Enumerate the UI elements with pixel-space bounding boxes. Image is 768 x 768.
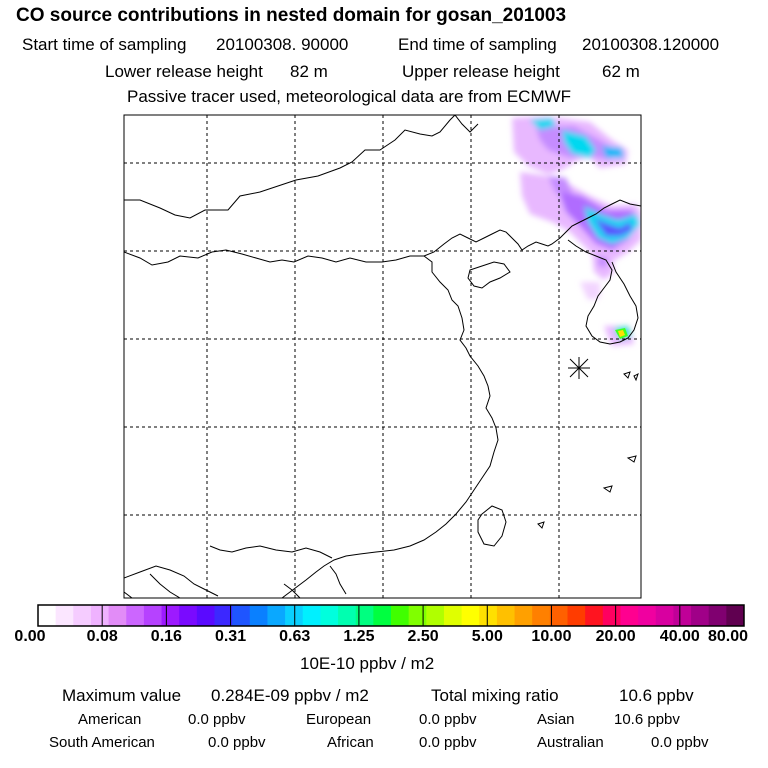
region-name: African bbox=[327, 734, 374, 751]
start-time-label: Start time of sampling bbox=[22, 35, 187, 54]
start-time-value: 20100308. 90000 bbox=[216, 35, 349, 54]
colorbar-tick-label: 0.63 bbox=[279, 628, 311, 645]
region-value: 0.0 ppbv bbox=[419, 734, 477, 751]
colorbar-cell bbox=[267, 605, 286, 626]
colorbar-cell bbox=[655, 605, 674, 626]
colorbar-cell bbox=[461, 605, 480, 626]
colorbar-cell bbox=[179, 605, 198, 626]
colorbar-cell bbox=[373, 605, 392, 626]
colorbar-cell bbox=[232, 605, 251, 626]
total-mixing-label: Total mixing ratio bbox=[431, 686, 559, 705]
colorbar-cell bbox=[196, 605, 215, 626]
region-name: Australian bbox=[537, 734, 604, 751]
region-name: American bbox=[78, 711, 142, 728]
colorbar-cell bbox=[638, 605, 657, 626]
colorbar-cell bbox=[143, 605, 163, 626]
concentration-field bbox=[512, 116, 641, 346]
colorbar-cell bbox=[443, 605, 463, 626]
total-mixing-value: 10.6 ppbv bbox=[619, 686, 694, 705]
region-value: 0.0 ppbv bbox=[208, 734, 266, 751]
colorbar-tick-label: 0.08 bbox=[86, 628, 118, 645]
colorbar-cell bbox=[391, 605, 410, 626]
colorbar-cell bbox=[620, 605, 639, 626]
colorbar-tick-label: 40.00 bbox=[659, 628, 700, 645]
colorbar-cell bbox=[479, 605, 498, 626]
colorbar-cell bbox=[408, 605, 427, 626]
colorbar-cell bbox=[161, 605, 180, 626]
colorbar-cell bbox=[426, 605, 445, 626]
lat-lon-grid bbox=[124, 115, 641, 598]
colorbar-tick-label: 20.00 bbox=[595, 628, 636, 645]
colorbar-units: 10E-10 ppbv / m2 bbox=[300, 654, 435, 673]
region-value: 0.0 ppbv bbox=[188, 711, 246, 728]
colorbar-cell bbox=[126, 605, 145, 626]
coastlines bbox=[124, 115, 641, 598]
colorbar-cell bbox=[532, 605, 551, 626]
colorbar-tick-label: 0.00 bbox=[14, 628, 46, 645]
end-time-label: End time of sampling bbox=[398, 35, 557, 54]
colorbar-cell bbox=[55, 605, 74, 626]
region-value: 0.0 ppbv bbox=[651, 734, 709, 751]
colorbar-cell bbox=[673, 605, 692, 626]
colorbar-cell bbox=[38, 605, 57, 626]
receptor-site-marker bbox=[568, 357, 590, 379]
colorbar-cell bbox=[355, 605, 374, 626]
colorbar-cell bbox=[708, 605, 727, 626]
region-value: 0.0 ppbv bbox=[419, 711, 477, 728]
peak-contribution-core bbox=[618, 330, 625, 337]
colorbar-cell bbox=[567, 605, 586, 626]
colorbar-cell bbox=[549, 605, 568, 626]
colorbar-cell bbox=[496, 605, 516, 626]
end-time-value: 20100308.120000 bbox=[582, 35, 720, 54]
colorbar-frame bbox=[37, 604, 745, 627]
colorbar-cell bbox=[726, 605, 745, 626]
colorbar-tick-label: 80.00 bbox=[707, 628, 749, 645]
region-name: Asian bbox=[537, 711, 575, 728]
region-name: European bbox=[306, 711, 372, 728]
region-name: South American bbox=[49, 734, 155, 751]
tracer-note: Passive tracer used, meteorological data… bbox=[127, 87, 572, 106]
colorbar-tick-label: 10.00 bbox=[531, 628, 572, 645]
colorbar-cell bbox=[602, 605, 621, 626]
colorbar-cell bbox=[285, 605, 304, 626]
colorbar-cell bbox=[320, 605, 339, 626]
map-frame bbox=[123, 114, 642, 599]
colorbar-tick-label: 5.00 bbox=[471, 628, 503, 645]
colorbar-cell bbox=[338, 605, 357, 626]
plot-title: CO source contributions in nested domain… bbox=[16, 5, 567, 26]
colorbar-tick-label: 0.16 bbox=[150, 628, 182, 645]
colorbar-cell bbox=[691, 605, 710, 626]
max-value-label: Maximum value bbox=[62, 686, 182, 705]
lower-release-label: Lower release height bbox=[105, 62, 263, 81]
upper-release-label: Upper release height bbox=[402, 62, 560, 81]
colorbar-cell bbox=[585, 605, 604, 626]
region-value: 10.6 ppbv bbox=[614, 711, 680, 728]
colorbar-tick-label: 2.50 bbox=[407, 628, 439, 645]
colorbar-tick-label: 0.31 bbox=[214, 628, 247, 645]
colorbar-cell bbox=[73, 605, 92, 626]
upper-release-value: 62 m bbox=[602, 62, 640, 81]
colorbar-cell bbox=[514, 605, 533, 626]
colorbar-cell bbox=[214, 605, 233, 626]
colorbar-cell bbox=[302, 605, 321, 626]
colorbar-cell bbox=[249, 605, 268, 626]
max-value: 0.284E-09 ppbv / m2 bbox=[211, 686, 369, 705]
colorbar-cell bbox=[90, 605, 110, 626]
colorbar-cell bbox=[108, 605, 127, 626]
lower-release-value: 82 m bbox=[290, 62, 328, 81]
colorbar-tick-label: 1.25 bbox=[343, 628, 375, 645]
